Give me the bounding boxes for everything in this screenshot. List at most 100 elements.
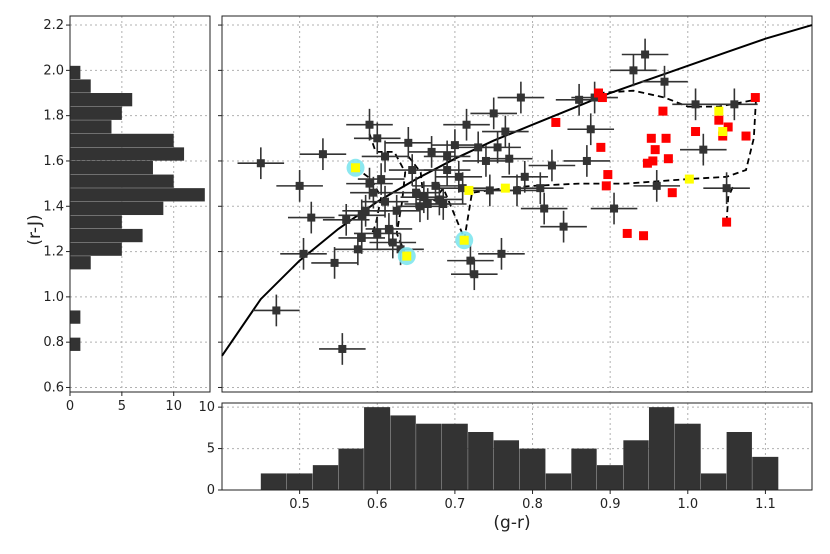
red-point (722, 217, 732, 227)
data-point (590, 93, 599, 102)
model-curve-line (221, 24, 813, 357)
data-point (318, 150, 327, 159)
x-histogram-bar (571, 448, 597, 490)
red-point (661, 133, 671, 143)
data-point (384, 224, 393, 233)
y-histogram-bar (70, 215, 122, 229)
y-histogram-bar (70, 242, 122, 256)
y-histogram-frame (69, 15, 211, 393)
data-point (357, 233, 366, 242)
y-tick-label: 1.2 (43, 245, 64, 260)
x-histogram-bar (752, 456, 779, 490)
red-point (663, 154, 673, 164)
x-histogram-bar (700, 473, 727, 490)
data-point (722, 184, 731, 193)
data-point (730, 100, 739, 109)
y-histogram-bar (70, 228, 143, 243)
data-point (660, 77, 669, 86)
x-histogram-bar (726, 432, 752, 490)
y-tick-label: 1.6 (43, 154, 64, 169)
y-histogram-bar (70, 337, 81, 351)
data-point (365, 179, 374, 188)
red-point (603, 170, 613, 180)
y-histogram-ticks: 0.6 0.8 1.0 1.2 1.4 1.6 1.8 2.0 2.2 0 5 10 (43, 18, 182, 414)
data-point (610, 204, 619, 213)
yellow-point (464, 185, 474, 195)
main-y-ticks (218, 24, 222, 388)
red-point (667, 188, 677, 198)
x-tick-label: 0.6 (367, 497, 388, 512)
data-point (470, 270, 479, 279)
x-histogram-bar (312, 465, 339, 490)
x-tick-label: 0.8 (522, 497, 543, 512)
main-frame (221, 15, 813, 393)
x-tick-label: 0.5 (289, 497, 310, 512)
red-point (597, 93, 607, 103)
data-point (559, 222, 568, 231)
data-point (381, 152, 390, 161)
data-point (516, 93, 525, 102)
data-point (431, 181, 440, 190)
data-point (513, 186, 521, 195)
red-point (648, 156, 658, 166)
yellow-point (718, 127, 728, 137)
main-grid (222, 16, 812, 392)
data-point (474, 143, 483, 152)
data-point (330, 258, 339, 267)
data-point (462, 120, 471, 129)
data-point (443, 166, 452, 175)
x-axis-label: (g-r) (493, 513, 530, 533)
data-point (427, 147, 436, 156)
data-point (256, 159, 265, 168)
y-histogram-bar (70, 93, 133, 107)
yellow-point (351, 163, 361, 173)
x-histogram-bar (441, 423, 468, 490)
data-point (423, 200, 432, 208)
y-histogram-panel: 0.6 0.8 1.0 1.2 1.4 1.6 1.8 2.0 2.2 0 5 10 (43, 15, 211, 414)
data-point (342, 215, 351, 224)
x-histogram-bar (468, 432, 494, 490)
y-tick-label: 1.0 (43, 290, 64, 305)
dashed-track (463, 97, 757, 241)
x-histogram-bar (390, 415, 416, 490)
data-point (629, 66, 638, 75)
data-point (307, 213, 316, 222)
data-point (365, 120, 374, 129)
data-point (419, 193, 428, 202)
y-histogram-bar (70, 120, 112, 134)
data-point (338, 344, 347, 353)
data-point (691, 100, 700, 109)
y-histogram-grid (69, 16, 210, 392)
red-point (639, 231, 649, 241)
data-point (547, 161, 556, 170)
model-curve (221, 24, 813, 357)
data-point (458, 184, 467, 193)
data-point (412, 188, 421, 197)
data-point (489, 109, 498, 118)
data-point (582, 156, 591, 165)
red-point (594, 88, 604, 98)
data-point (520, 172, 529, 181)
yellow-point (459, 235, 469, 245)
yellow-point (500, 183, 510, 193)
y-histogram-x-tick-label: 10 (165, 399, 182, 414)
y-histogram-x-tick-label: 0 (66, 399, 74, 414)
red-point (650, 145, 660, 155)
red-point (622, 228, 632, 238)
data-point (388, 238, 397, 247)
data-point (493, 143, 502, 152)
data-point (466, 256, 475, 265)
data-point (299, 249, 308, 258)
x-tick-label: 0.7 (445, 497, 466, 512)
x-tick-label: 0.9 (600, 497, 621, 512)
data-point (369, 188, 378, 197)
red-point (596, 142, 606, 152)
data-point (396, 245, 405, 254)
y-histogram-bar (70, 106, 122, 120)
y-histogram-bar (70, 160, 153, 175)
yellow-point (402, 251, 412, 261)
data-point (295, 181, 304, 190)
x-histogram-bar (364, 407, 391, 490)
data-point (501, 127, 510, 136)
